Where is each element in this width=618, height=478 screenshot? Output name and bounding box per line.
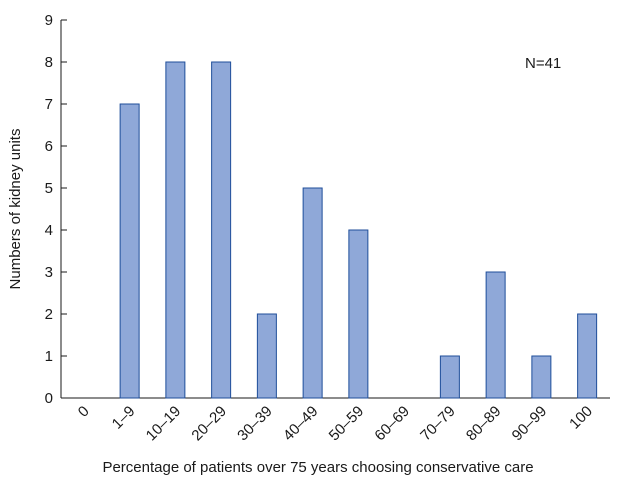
- bar-3: [211, 61, 232, 399]
- y-tick-label: 1: [45, 348, 53, 365]
- x-tick-label: 40–49: [280, 403, 322, 445]
- y-tick-label: 7: [45, 96, 53, 113]
- bar-5: [302, 187, 323, 399]
- x-tick-label: 70–79: [417, 403, 459, 445]
- bars: [119, 61, 598, 399]
- bar-4: [256, 313, 277, 399]
- y-tick-label: 8: [45, 54, 53, 71]
- sample-size-annotation: N=41: [525, 55, 561, 72]
- x-tick-label: 1–9: [109, 403, 139, 433]
- x-axis-title: Percentage of patients over 75 years cho…: [102, 459, 533, 476]
- bar-8: [439, 355, 460, 399]
- axes: [60, 20, 610, 399]
- x-axis-ticks: 0 1–9 10–19 20–29 30–39 40–49 50–59 60–69 70–79 8…: [75, 403, 596, 445]
- y-tick-label: 2: [45, 306, 53, 323]
- bar-2: [165, 61, 186, 399]
- y-tick-label: 4: [45, 222, 53, 239]
- y-tick-label: 6: [45, 138, 53, 155]
- x-tick-label: 20–29: [188, 403, 230, 445]
- y-axis-ticks: 0 1 2 3 4 5 6 7 8 9: [45, 12, 67, 407]
- bar-6: [348, 229, 369, 399]
- bar-11: [577, 313, 598, 399]
- y-tick-label: 5: [45, 180, 53, 197]
- x-tick-label: 100: [566, 403, 596, 433]
- x-tick-label: 80–89: [463, 403, 505, 445]
- x-tick-label: 10–19: [143, 403, 185, 445]
- bar-9: [485, 271, 506, 399]
- x-tick-label: 60–69: [371, 403, 413, 445]
- x-tick-label: 0: [75, 403, 93, 421]
- x-tick-label: 90–99: [509, 403, 551, 445]
- x-tick-label: 50–59: [326, 403, 368, 445]
- y-tick-label: 3: [45, 264, 53, 281]
- bar-1: [119, 103, 140, 399]
- bar-10: [531, 355, 552, 399]
- y-axis-title: Numbers of kidney units: [7, 129, 24, 290]
- y-tick-label: 0: [45, 390, 53, 407]
- x-tick-label: 30–39: [234, 403, 276, 445]
- y-tick-label: 9: [45, 12, 53, 29]
